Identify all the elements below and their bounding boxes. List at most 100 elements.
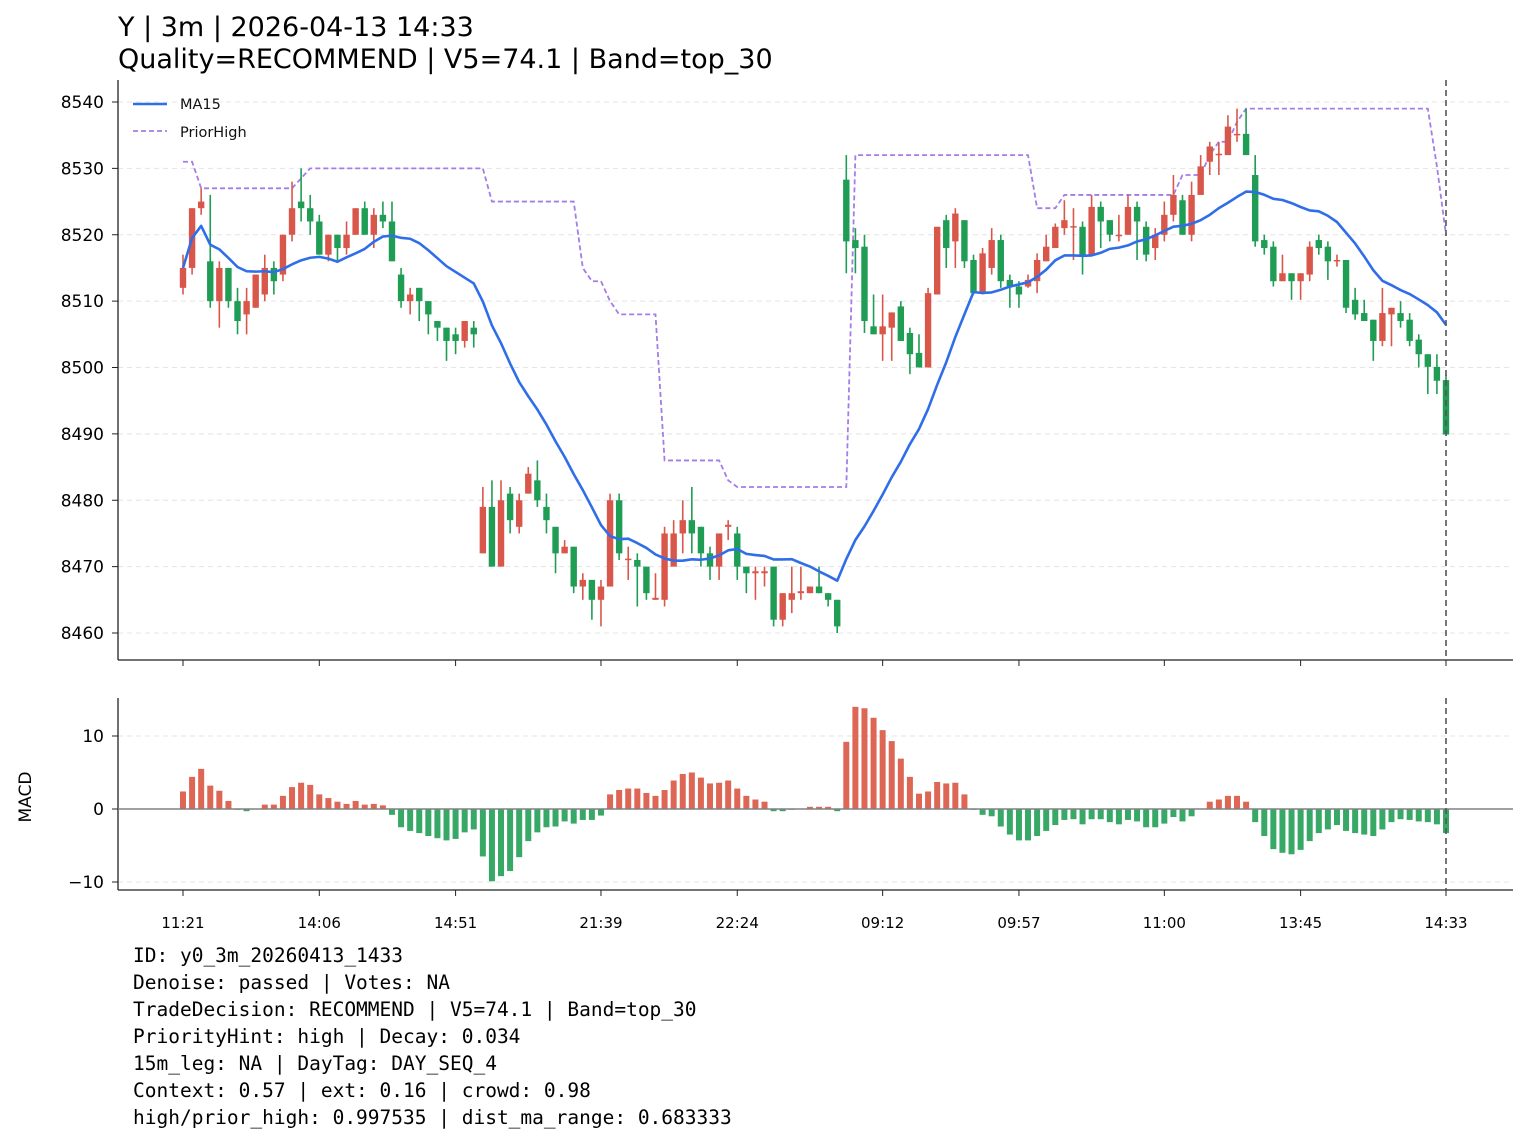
candle-body [497, 500, 505, 567]
candle-body [1433, 366, 1441, 381]
info-line: TradeDecision: RECOMMEND | V5=74.1 | Ban… [133, 998, 697, 1021]
macd-bar [997, 809, 1004, 827]
macd-bar [1124, 809, 1131, 820]
candle [543, 493, 550, 534]
macd-bar [1079, 809, 1086, 825]
candle [216, 261, 223, 328]
candle [1361, 299, 1368, 322]
candle [288, 181, 296, 242]
candle [952, 208, 959, 268]
x-tick-label: 14:33 [1424, 914, 1467, 932]
candle-body [570, 546, 577, 587]
candle-body [179, 267, 187, 288]
prior-high-line [183, 107, 1447, 488]
candle [1379, 287, 1386, 347]
macd-bar [1397, 809, 1404, 820]
macd-bar [1415, 809, 1422, 822]
candle [1424, 354, 1432, 395]
macd-bar [925, 791, 932, 809]
candle-body [1124, 206, 1132, 235]
macd-bar [670, 780, 677, 809]
macd-bar [443, 809, 450, 841]
candle-body [752, 571, 759, 574]
candle [525, 467, 532, 494]
macd-bar [1006, 809, 1013, 835]
candle-body [488, 506, 496, 567]
candle [397, 267, 405, 308]
candle [1006, 274, 1014, 308]
candle-body [406, 294, 414, 302]
candle [1288, 273, 1295, 300]
candle [1206, 141, 1213, 176]
candle [1224, 115, 1232, 156]
candle [307, 194, 314, 235]
candle-body [1052, 226, 1059, 249]
candle [1279, 254, 1286, 282]
macd-bar [943, 783, 950, 809]
macd-bar [725, 780, 732, 809]
macd-bar [270, 804, 277, 809]
macd-bar [452, 809, 459, 839]
candle-body [288, 208, 296, 235]
macd-bar [1106, 809, 1113, 823]
macd-bar [697, 777, 704, 809]
candle-body [1133, 206, 1141, 222]
info-line: Denoise: passed | Votes: NA [133, 971, 450, 994]
macd-bar [1343, 809, 1350, 831]
candle-body [307, 208, 314, 222]
candle [706, 546, 714, 580]
candle [1115, 214, 1123, 242]
candle-body [961, 220, 968, 262]
y-tick-label: 8460 [61, 624, 104, 644]
candles [179, 108, 1450, 633]
macd-bar [470, 809, 477, 830]
candle [1197, 155, 1204, 195]
info-line: PriorityHint: high | Decay: 0.034 [133, 1025, 521, 1048]
candle-body [1442, 380, 1450, 435]
macd-bar [1061, 809, 1068, 820]
candle [752, 566, 759, 600]
candle-body [1261, 240, 1268, 249]
candle-body [743, 566, 750, 574]
candle-body [425, 301, 432, 315]
candle [852, 228, 859, 274]
candle-body [888, 312, 895, 328]
candle [207, 194, 214, 308]
candle [279, 234, 287, 282]
candle-body [261, 267, 268, 295]
candle-body [988, 240, 995, 268]
legend-ma15-label: MA15 [180, 97, 221, 113]
candle [634, 553, 641, 607]
macd-bar [879, 730, 886, 809]
y-tick-label: 8470 [61, 558, 104, 578]
macd-bar [779, 809, 786, 812]
candle [1061, 200, 1068, 235]
candle-body [933, 226, 941, 295]
macd-bar [1070, 809, 1077, 820]
candle [1043, 234, 1050, 262]
candle [243, 287, 250, 335]
candle-body [634, 559, 641, 567]
candle-body [370, 214, 378, 235]
macd-bar [352, 800, 359, 809]
x-tick-label: 09:57 [997, 914, 1040, 932]
candle [579, 573, 586, 600]
candle-body [1152, 234, 1159, 249]
macd-bar [1288, 809, 1295, 855]
macd-bar [261, 804, 268, 809]
macd-bar [961, 794, 968, 809]
candle-body [879, 326, 886, 335]
candle [1088, 194, 1095, 255]
macd-bar [952, 782, 959, 809]
macd-bar [870, 717, 877, 809]
candle [924, 287, 932, 368]
axes: 8460 8470 8480 8490 8500 8510 8520 8530 8540 −10 0… [61, 80, 1513, 932]
chart-title: Y | 3m | 2026-04-13 14:33 [118, 12, 474, 43]
candle [461, 321, 468, 348]
candle-body [470, 327, 477, 335]
candle-body [279, 234, 287, 275]
candle [570, 546, 577, 594]
macd-bar [1370, 809, 1377, 837]
macd-bar [643, 792, 650, 809]
macd-bar [298, 782, 305, 809]
